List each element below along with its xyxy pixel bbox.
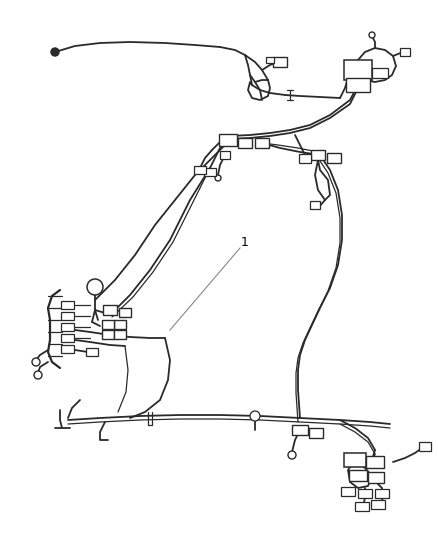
- Bar: [254, 138, 268, 148]
- Bar: [310, 150, 324, 160]
- Bar: [194, 166, 205, 174]
- Bar: [114, 330, 126, 340]
- Bar: [219, 151, 230, 159]
- Bar: [86, 348, 98, 356]
- Circle shape: [368, 32, 374, 38]
- Bar: [354, 503, 368, 512]
- Bar: [374, 489, 388, 498]
- Bar: [237, 138, 251, 148]
- Bar: [265, 57, 273, 63]
- Bar: [61, 323, 74, 331]
- Circle shape: [287, 451, 295, 459]
- Bar: [367, 472, 383, 483]
- Bar: [103, 305, 117, 315]
- Bar: [272, 57, 286, 67]
- Bar: [371, 68, 387, 78]
- Bar: [61, 301, 74, 309]
- Circle shape: [32, 358, 40, 366]
- Bar: [343, 453, 365, 467]
- Bar: [308, 428, 322, 438]
- Bar: [365, 456, 383, 468]
- Bar: [119, 308, 131, 317]
- Bar: [348, 471, 366, 481]
- Circle shape: [51, 48, 59, 56]
- Text: 1: 1: [240, 237, 248, 249]
- Bar: [343, 60, 371, 80]
- Bar: [204, 168, 215, 176]
- Bar: [418, 442, 430, 451]
- Circle shape: [249, 411, 259, 421]
- Bar: [298, 154, 310, 163]
- Bar: [399, 48, 409, 56]
- Bar: [219, 134, 237, 146]
- Bar: [326, 153, 340, 163]
- Bar: [340, 488, 354, 497]
- Circle shape: [215, 175, 220, 181]
- Bar: [345, 78, 369, 92]
- Bar: [114, 319, 126, 328]
- Circle shape: [34, 371, 42, 379]
- Bar: [357, 489, 371, 498]
- Bar: [309, 201, 319, 209]
- Bar: [61, 345, 74, 353]
- Circle shape: [87, 279, 103, 295]
- Bar: [102, 319, 114, 328]
- Bar: [102, 330, 114, 340]
- Bar: [61, 334, 74, 342]
- Bar: [370, 500, 384, 510]
- Bar: [291, 425, 307, 435]
- Bar: [61, 312, 74, 320]
